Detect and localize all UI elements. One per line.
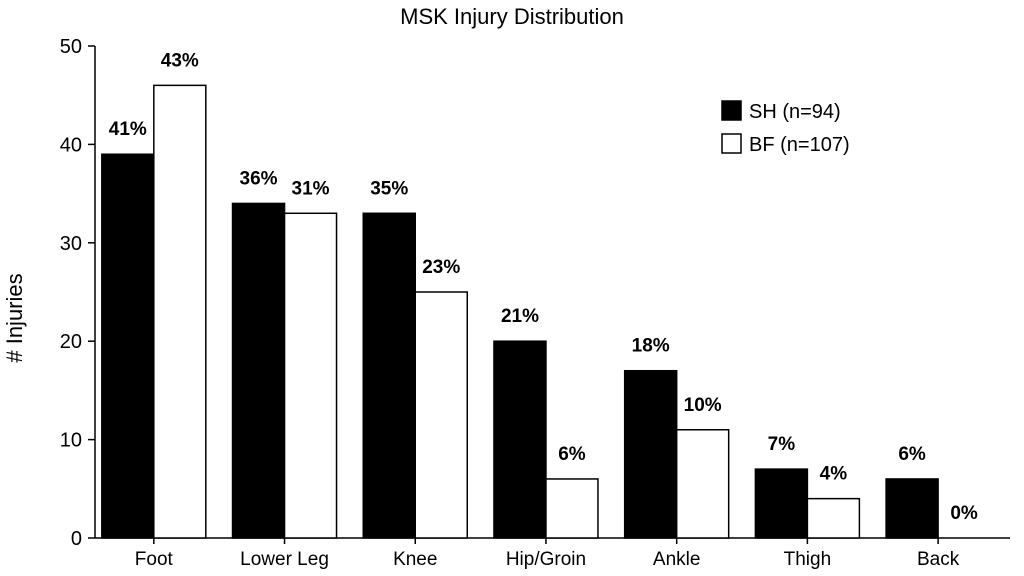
y-tick-label: 50 xyxy=(60,36,82,58)
x-tick-label: Back xyxy=(917,549,960,570)
chart-title: MSK Injury Distribution xyxy=(400,4,624,29)
data-label: 35% xyxy=(370,178,408,199)
legend-label: BF (n=107) xyxy=(749,134,850,156)
legend-label: SH (n=94) xyxy=(749,101,841,123)
y-tick-label: 10 xyxy=(60,430,82,452)
data-label: 31% xyxy=(292,178,330,199)
data-label: 36% xyxy=(240,168,278,189)
data-label: 18% xyxy=(632,336,670,357)
data-label: 6% xyxy=(898,444,926,465)
data-label: 7% xyxy=(768,434,796,455)
bar-bf xyxy=(153,84,207,539)
bar-sh xyxy=(101,153,155,539)
y-tick-label: 0 xyxy=(71,528,82,550)
x-tick-label: Ankle xyxy=(653,549,701,570)
data-label: 10% xyxy=(684,395,722,416)
bar-bf xyxy=(414,291,468,539)
bar-bf xyxy=(545,478,599,539)
y-tick-label: 20 xyxy=(60,331,82,353)
bar-sh xyxy=(623,369,678,539)
bar-sh xyxy=(231,202,286,539)
bar-sh xyxy=(754,468,809,539)
bar-bf xyxy=(675,429,730,539)
bar-sh xyxy=(885,478,939,539)
legend: SH (n=94) BF (n=107) xyxy=(721,100,850,156)
bar-sh xyxy=(362,212,416,539)
y-tick-label: 30 xyxy=(60,233,82,255)
y-tick-label: 40 xyxy=(60,134,82,156)
bar-bf xyxy=(283,212,338,539)
bar-bf xyxy=(806,497,861,539)
plot-area: 0 10 20 30 40 50 Foot 41% 43% Lower Leg 36% 31% Knee… xyxy=(60,36,1010,570)
data-label: 4% xyxy=(820,464,848,485)
data-label: 23% xyxy=(422,257,460,278)
data-label: 21% xyxy=(501,306,539,327)
data-label: 6% xyxy=(558,444,586,465)
legend-swatch xyxy=(721,133,742,154)
x-tick-label: Knee xyxy=(393,549,437,570)
data-label: 41% xyxy=(109,119,147,140)
y-axis-label: # Injuries xyxy=(2,273,27,362)
x-tick-label: Foot xyxy=(135,549,174,570)
data-label: 43% xyxy=(161,50,199,71)
x-tick-label: Lower Leg xyxy=(240,549,329,570)
data-label: 0% xyxy=(950,503,978,524)
x-tick-label: Hip/Groin xyxy=(506,549,586,570)
legend-swatch xyxy=(721,100,742,121)
bar-sh xyxy=(493,340,547,539)
x-tick-label: Thigh xyxy=(784,549,832,570)
